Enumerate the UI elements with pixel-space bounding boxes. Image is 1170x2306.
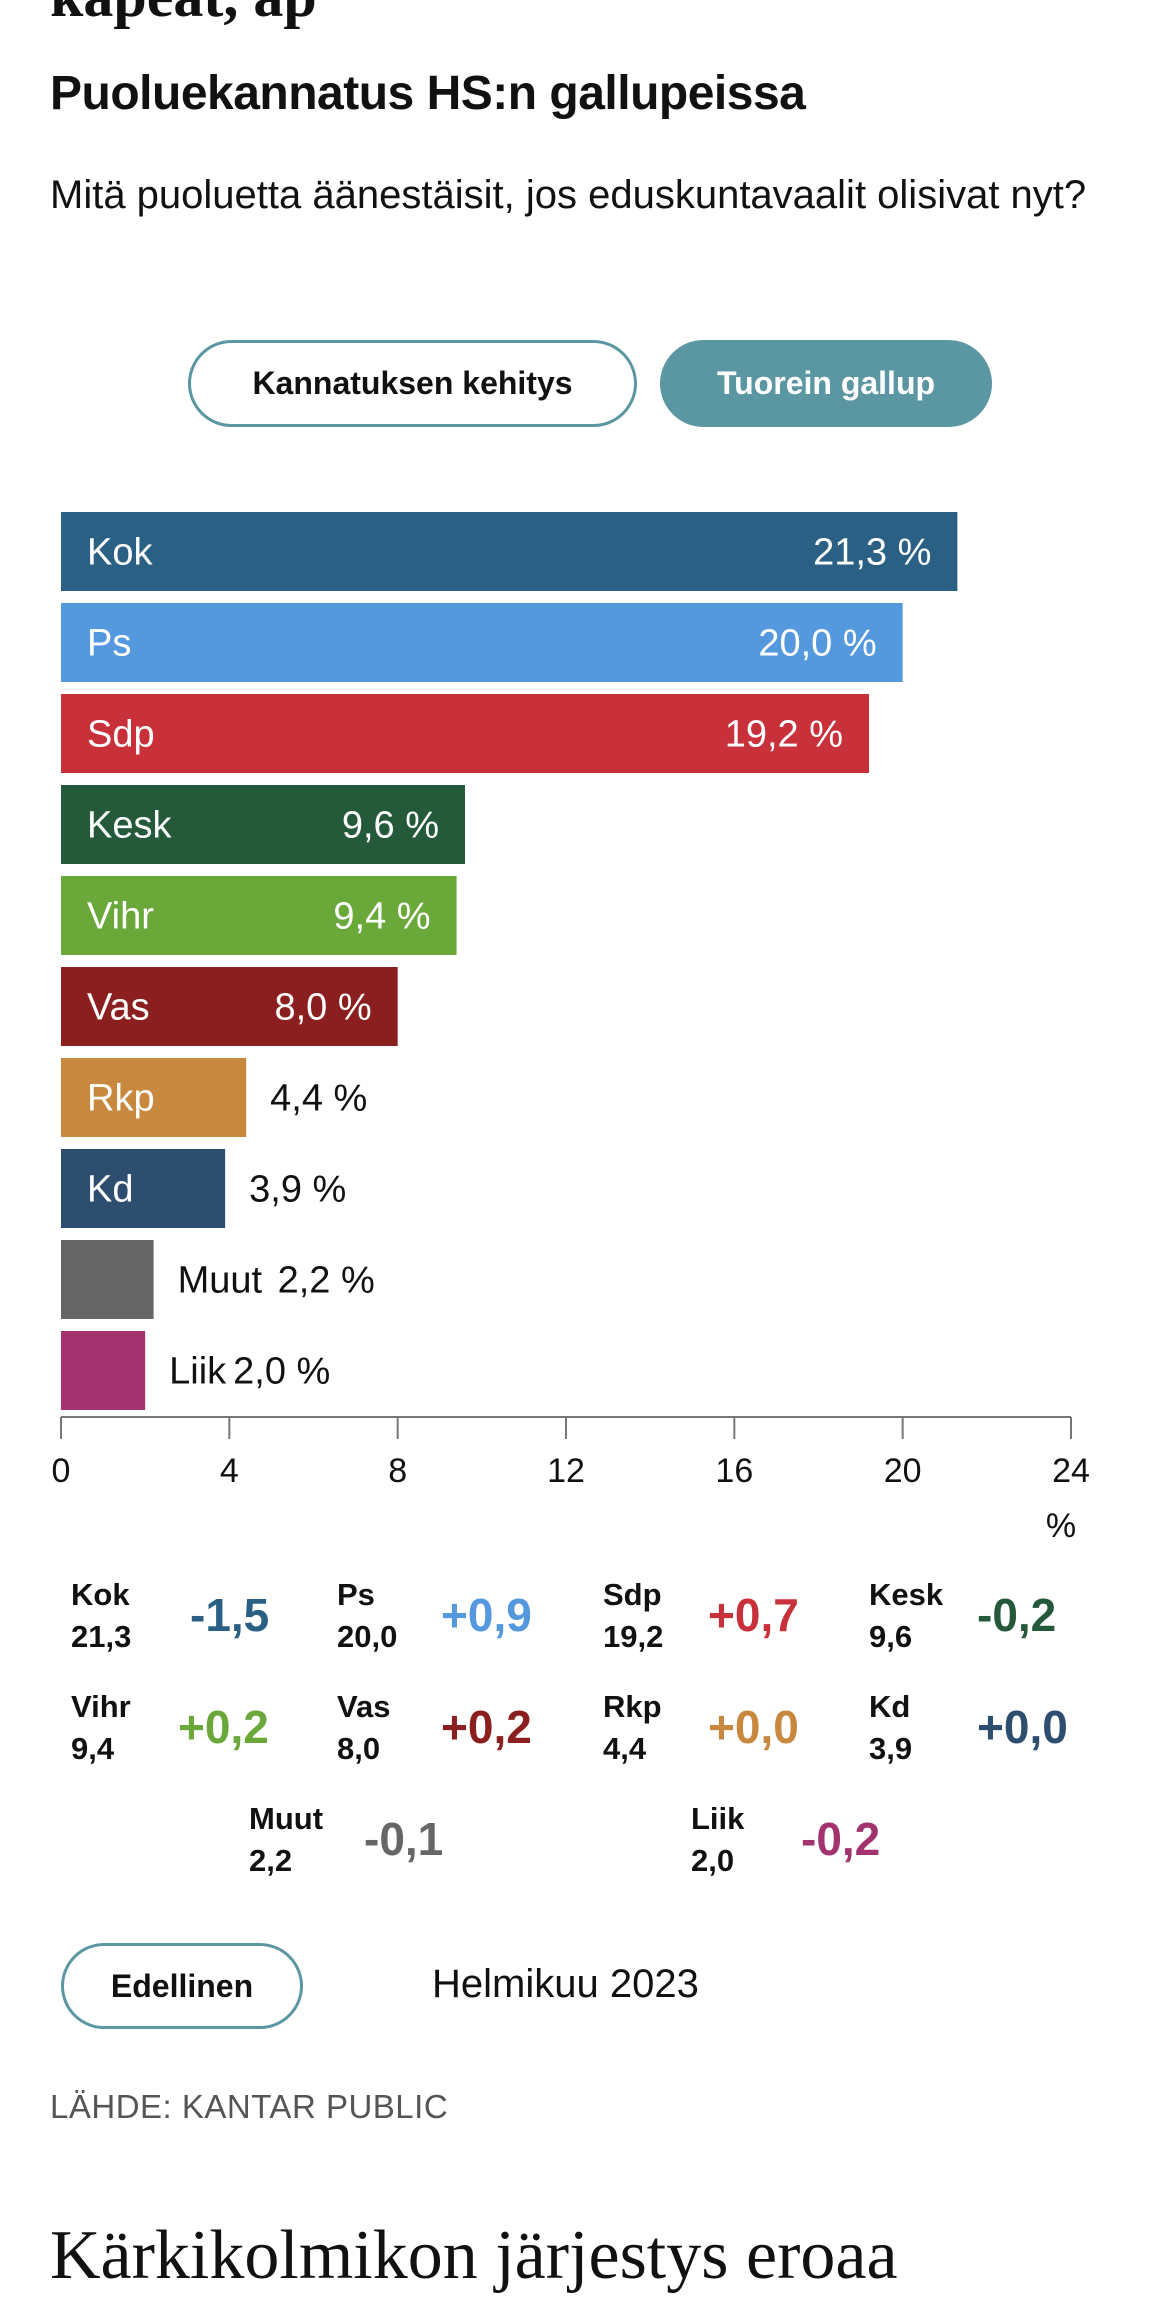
- bar-kd: [61, 1149, 226, 1228]
- change-party-name: Kd: [869, 1689, 911, 1724]
- bar-label: Liik: [169, 1351, 227, 1393]
- change-party-value: 9,4: [71, 1731, 115, 1766]
- source-label: LÄHDE: KANTAR PUBLIC: [50, 2088, 449, 2125]
- previous-heading-cut: kapeat, ap: [50, 0, 317, 31]
- change-item-kok: Kok 21,3: [71, 1574, 131, 1658]
- bar-kok: [61, 512, 958, 591]
- bar-vihr: [61, 876, 457, 955]
- bar-value-label: 4,4 %: [270, 1078, 367, 1120]
- change-item-vas: Vas 8,0: [337, 1686, 390, 1770]
- change-item-muut: Muut 2,2: [249, 1798, 323, 1882]
- bar-value-label: 8,0 %: [274, 987, 371, 1029]
- x-tick-label: 20: [884, 1452, 922, 1490]
- bar-ps: [61, 603, 903, 682]
- change-delta: -0,1: [364, 1813, 444, 1865]
- x-tick-label: 24: [1052, 1452, 1090, 1490]
- bar-value-label: 3,9 %: [249, 1169, 346, 1211]
- change-delta: +0,0: [708, 1701, 799, 1753]
- change-delta: -1,5: [190, 1589, 270, 1641]
- chart-title: Puoluekannatus HS:n gallupeissa: [50, 67, 806, 120]
- change-party-value: 21,3: [71, 1619, 132, 1654]
- bar-vas: [61, 967, 398, 1046]
- bar-label: Rkp: [87, 1078, 155, 1120]
- change-party-value: 9,6: [869, 1619, 913, 1654]
- bar-liik: [61, 1331, 146, 1410]
- change-party-value: 8,0: [337, 1731, 381, 1766]
- change-party-value: 20,0: [337, 1619, 398, 1654]
- x-tick-label: 4: [220, 1452, 239, 1490]
- history-tab-button[interactable]: Kannatuksen kehitys: [188, 340, 637, 427]
- bar-label: Kok: [87, 532, 153, 574]
- change-item-vihr: Vihr 9,4: [71, 1686, 131, 1770]
- bar-label: Sdp: [87, 714, 155, 756]
- bar-label: Muut: [178, 1260, 263, 1302]
- change-party-value: 2,2: [249, 1843, 293, 1878]
- x-tick-label: 12: [547, 1452, 585, 1490]
- bar-value-label: 9,4 %: [333, 896, 430, 938]
- change-delta: +0,9: [441, 1589, 532, 1641]
- bar-value-label: 20,0 %: [758, 623, 876, 665]
- x-tick-label: 8: [388, 1452, 407, 1490]
- bar-kesk: [61, 785, 465, 864]
- bar-muut: [61, 1240, 154, 1319]
- change-delta: +0,0: [977, 1701, 1068, 1753]
- change-party-value: 2,0: [691, 1843, 735, 1878]
- change-item-sdp: Sdp 19,2: [603, 1574, 663, 1658]
- change-item-liik: Liik 2,0: [691, 1798, 744, 1882]
- x-tick-label: 16: [715, 1452, 753, 1490]
- bar-label: Kesk: [87, 805, 172, 847]
- change-party-name: Vihr: [71, 1689, 131, 1724]
- change-delta: +0,7: [708, 1589, 799, 1641]
- change-delta: -0,2: [977, 1589, 1057, 1641]
- change-party-name: Ps: [337, 1577, 375, 1612]
- bar-value-label: 2,2 %: [278, 1260, 375, 1302]
- change-party-name: Kesk: [869, 1577, 944, 1612]
- change-item-rkp: Rkp 4,4: [603, 1686, 662, 1770]
- change-party-name: Liik: [691, 1801, 745, 1836]
- change-item-kd: Kd 3,9: [869, 1686, 912, 1770]
- bar-label: Vihr: [87, 896, 154, 938]
- change-party-name: Rkp: [603, 1689, 662, 1724]
- x-axis-unit-label: %: [1046, 1507, 1076, 1545]
- latest-poll-tab-button[interactable]: Tuorein gallup: [660, 340, 992, 427]
- bar-sdp: [61, 694, 869, 773]
- change-party-value: 4,4: [603, 1731, 647, 1766]
- bar-label: Vas: [87, 987, 150, 1029]
- previous-poll-button[interactable]: Edellinen: [61, 1943, 303, 2029]
- change-item-kesk: Kesk 9,6: [869, 1574, 943, 1658]
- bar-value-label: 2,0 %: [233, 1351, 330, 1393]
- current-month-label: Helmikuu 2023: [432, 1962, 699, 2006]
- bar-label: Ps: [87, 623, 131, 665]
- bar-value-label: 9,6 %: [342, 805, 439, 847]
- change-party-name: Vas: [337, 1689, 391, 1724]
- change-delta: +0,2: [178, 1701, 269, 1753]
- change-party-name: Kok: [71, 1577, 130, 1612]
- bar-value-label: 21,3 %: [813, 532, 931, 574]
- change-delta: +0,2: [441, 1701, 532, 1753]
- change-item-ps: Ps 20,0: [337, 1574, 397, 1658]
- bar-rkp: [61, 1058, 247, 1137]
- change-party-name: Sdp: [603, 1577, 662, 1612]
- change-delta: -0,2: [801, 1813, 881, 1865]
- change-party-value: 3,9: [869, 1731, 913, 1766]
- change-party-name: Muut: [249, 1801, 324, 1836]
- bar-label: Kd: [87, 1169, 133, 1211]
- x-tick-label: 0: [52, 1452, 71, 1490]
- party-support-bar-chart: Kok 21,3 % Ps 20,0 % Sdp 19,2 % Kesk 9,6 % Vihr 9…: [52, 512, 1090, 1545]
- next-article-headline: Kärkikolmikon järjestys eroaa: [50, 2217, 898, 2294]
- chart-subtitle: Mitä puoluetta äänestäisit, jos eduskunt…: [50, 173, 1087, 217]
- change-party-value: 19,2: [603, 1619, 664, 1654]
- bar-value-label: 19,2 %: [725, 714, 843, 756]
